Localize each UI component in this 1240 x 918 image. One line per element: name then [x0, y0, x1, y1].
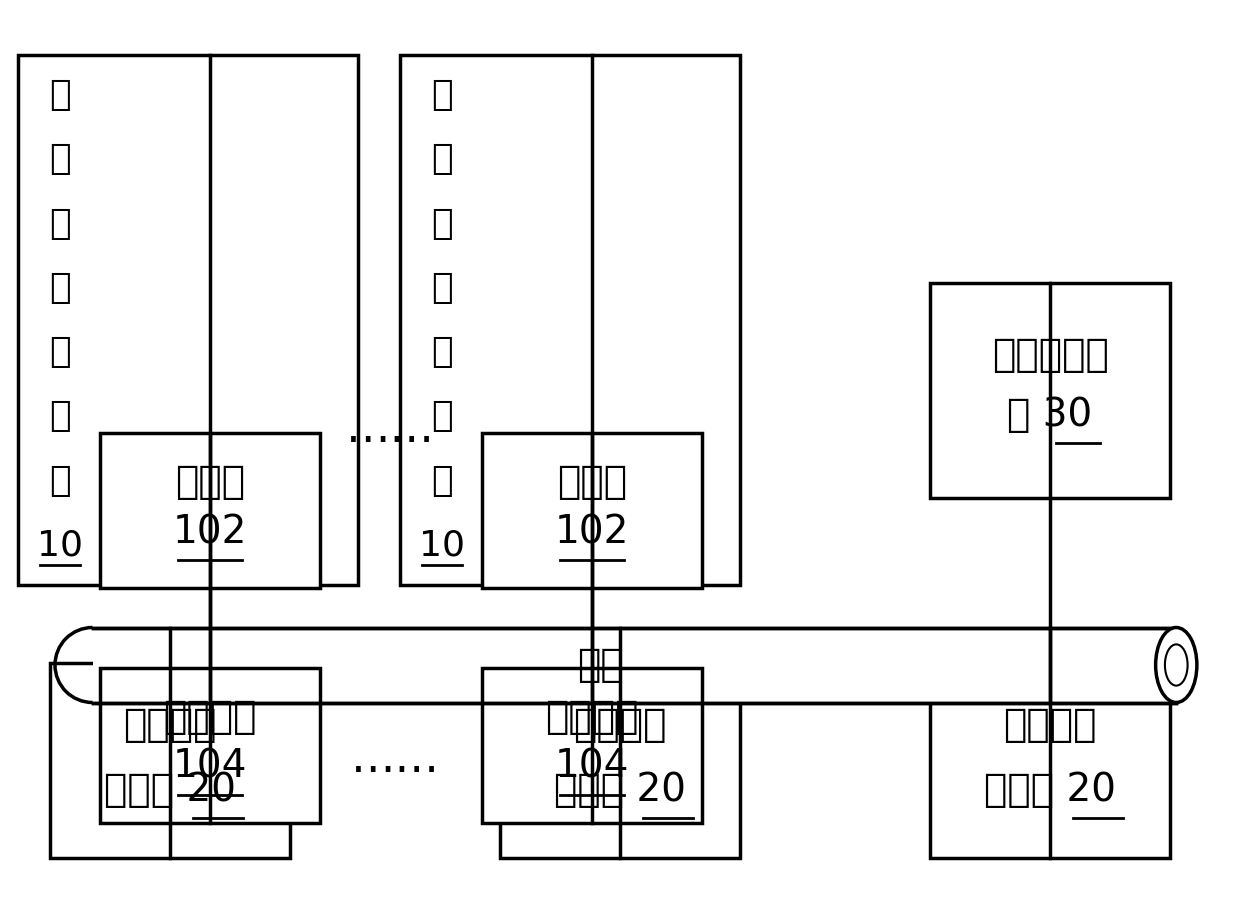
Text: 触摸屏: 触摸屏 [175, 463, 246, 501]
Text: 终: 终 [432, 335, 453, 369]
Bar [500, 663, 740, 857]
Text: 提: 提 [50, 207, 71, 241]
Text: 端: 端 [50, 399, 71, 433]
Text: 网络: 网络 [577, 646, 624, 684]
Text: 104: 104 [554, 748, 629, 786]
Text: 息: 息 [432, 142, 453, 176]
Text: 信: 信 [432, 78, 453, 112]
Ellipse shape [1156, 628, 1197, 702]
Text: 息: 息 [50, 142, 71, 176]
Text: 信息显示: 信息显示 [123, 706, 217, 744]
Text: 发布管理装: 发布管理装 [992, 336, 1109, 374]
Bar [482, 432, 702, 588]
Text: 信息显示: 信息显示 [1003, 706, 1096, 744]
Text: 置 30: 置 30 [1007, 396, 1092, 434]
Bar [50, 663, 290, 857]
Ellipse shape [1164, 644, 1188, 686]
Bar [100, 667, 320, 823]
Text: 机: 机 [432, 464, 453, 498]
Text: 交: 交 [50, 271, 71, 305]
Text: 机: 机 [50, 464, 71, 498]
Text: 终: 终 [50, 335, 71, 369]
Text: 交: 交 [432, 271, 453, 305]
Bar [93, 628, 1177, 702]
Text: ……: …… [351, 738, 439, 781]
Text: 发送模块: 发送模块 [546, 698, 639, 736]
Text: 104: 104 [172, 748, 247, 786]
Bar [930, 663, 1171, 857]
Text: 提: 提 [432, 207, 453, 241]
Text: 10: 10 [419, 528, 465, 562]
Text: 10: 10 [37, 528, 83, 562]
Text: 发送模块: 发送模块 [164, 698, 257, 736]
Text: 信: 信 [50, 78, 71, 112]
Text: 信息显示: 信息显示 [573, 706, 667, 744]
Bar [930, 283, 1171, 498]
Text: 102: 102 [554, 513, 629, 551]
Bar [100, 432, 320, 588]
Text: 终端机 20: 终端机 20 [104, 771, 236, 809]
Text: 终端机 20: 终端机 20 [554, 771, 686, 809]
Bar [401, 55, 740, 585]
Bar [482, 667, 702, 823]
Text: ……: …… [346, 409, 434, 452]
Text: 102: 102 [172, 513, 247, 551]
Text: 终端机 20: 终端机 20 [985, 771, 1116, 809]
Bar [19, 55, 358, 585]
Text: 触摸屏: 触摸屏 [557, 463, 627, 501]
Text: 端: 端 [432, 399, 453, 433]
